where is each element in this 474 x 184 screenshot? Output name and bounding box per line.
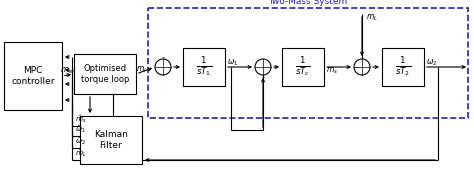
Text: $\hat{m}_s$: $\hat{m}_s$ bbox=[75, 113, 87, 125]
Text: MPC
controller: MPC controller bbox=[11, 66, 55, 86]
Bar bbox=[80, 116, 142, 164]
Text: Optimised
torque loop: Optimised torque loop bbox=[81, 64, 129, 84]
Text: Kalman
Filter: Kalman Filter bbox=[94, 130, 128, 150]
Bar bbox=[282, 48, 324, 86]
Text: $\omega_1$: $\omega_1$ bbox=[228, 58, 238, 68]
Text: $\hat{\omega}_2$: $\hat{\omega}_2$ bbox=[75, 135, 86, 147]
Bar bbox=[382, 48, 424, 86]
Bar bbox=[74, 54, 136, 94]
Text: –: – bbox=[355, 64, 358, 70]
Circle shape bbox=[155, 59, 171, 75]
Text: $\omega_2$: $\omega_2$ bbox=[426, 58, 438, 68]
Text: Two-Mass System: Two-Mass System bbox=[268, 0, 347, 6]
Circle shape bbox=[255, 59, 271, 75]
Text: $\frac{1}{sT_2}$: $\frac{1}{sT_2}$ bbox=[395, 55, 411, 79]
Text: $m_{er}$: $m_{er}$ bbox=[60, 66, 76, 76]
Text: –: – bbox=[261, 74, 265, 80]
Text: $m_s$: $m_s$ bbox=[326, 66, 338, 76]
Text: –: – bbox=[161, 54, 165, 61]
Bar bbox=[4, 42, 62, 110]
Text: $\hat{\omega}_1$: $\hat{\omega}_1$ bbox=[75, 123, 86, 135]
Text: $\hat{m}_L$: $\hat{m}_L$ bbox=[75, 147, 87, 159]
Text: $\frac{1}{sT_1}$: $\frac{1}{sT_1}$ bbox=[196, 55, 212, 79]
Bar bbox=[183, 48, 225, 86]
Bar bbox=[148, 8, 468, 118]
Text: $\frac{1}{sT_c}$: $\frac{1}{sT_c}$ bbox=[295, 55, 311, 79]
Text: $m_i$: $m_i$ bbox=[136, 65, 146, 75]
Text: $m_L$: $m_L$ bbox=[366, 13, 378, 23]
Circle shape bbox=[354, 59, 370, 75]
